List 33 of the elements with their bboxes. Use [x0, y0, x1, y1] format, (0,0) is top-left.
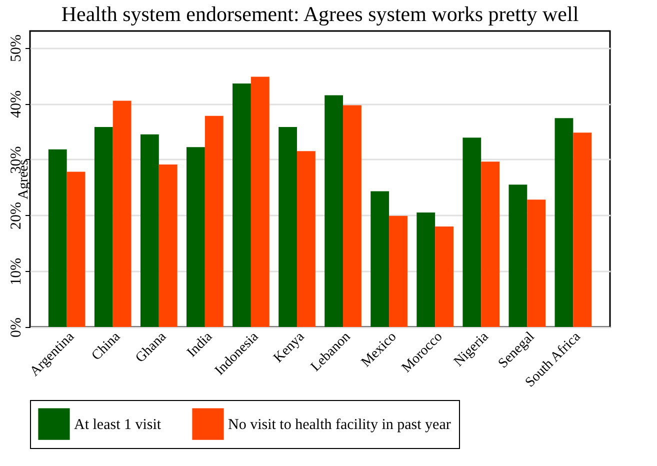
y-tick-label: 40% [8, 90, 24, 118]
legend-label: No visit to health facility in past year [228, 417, 451, 434]
bar [370, 191, 390, 327]
bar [278, 127, 297, 327]
bar [232, 84, 251, 327]
bar [250, 76, 270, 327]
bar [527, 200, 546, 327]
bar [158, 164, 178, 327]
legend-label: At least 1 visit [74, 417, 162, 434]
y-tick-label: 10% [8, 258, 24, 286]
bar [389, 216, 408, 327]
bar [66, 172, 86, 327]
y-tick-label: 0% [8, 318, 24, 338]
bar [186, 147, 205, 327]
bar [462, 138, 482, 327]
bar [112, 100, 132, 327]
bar [554, 118, 574, 327]
bar [508, 184, 528, 327]
y-tick-label: 50% [8, 34, 24, 62]
bar [343, 105, 362, 327]
bar [204, 116, 224, 327]
bar [324, 95, 344, 327]
bar [94, 127, 113, 327]
x-tick-label: India [184, 328, 216, 360]
bar [435, 226, 454, 327]
bar [573, 132, 592, 327]
chart-title: Health system endorsement: Agrees system works pretty well [61, 2, 579, 26]
bar [416, 212, 436, 327]
bar [481, 162, 500, 327]
bar [140, 134, 159, 327]
bar [48, 149, 67, 327]
y-tick-label: 20% [8, 202, 24, 230]
bar [296, 151, 316, 327]
